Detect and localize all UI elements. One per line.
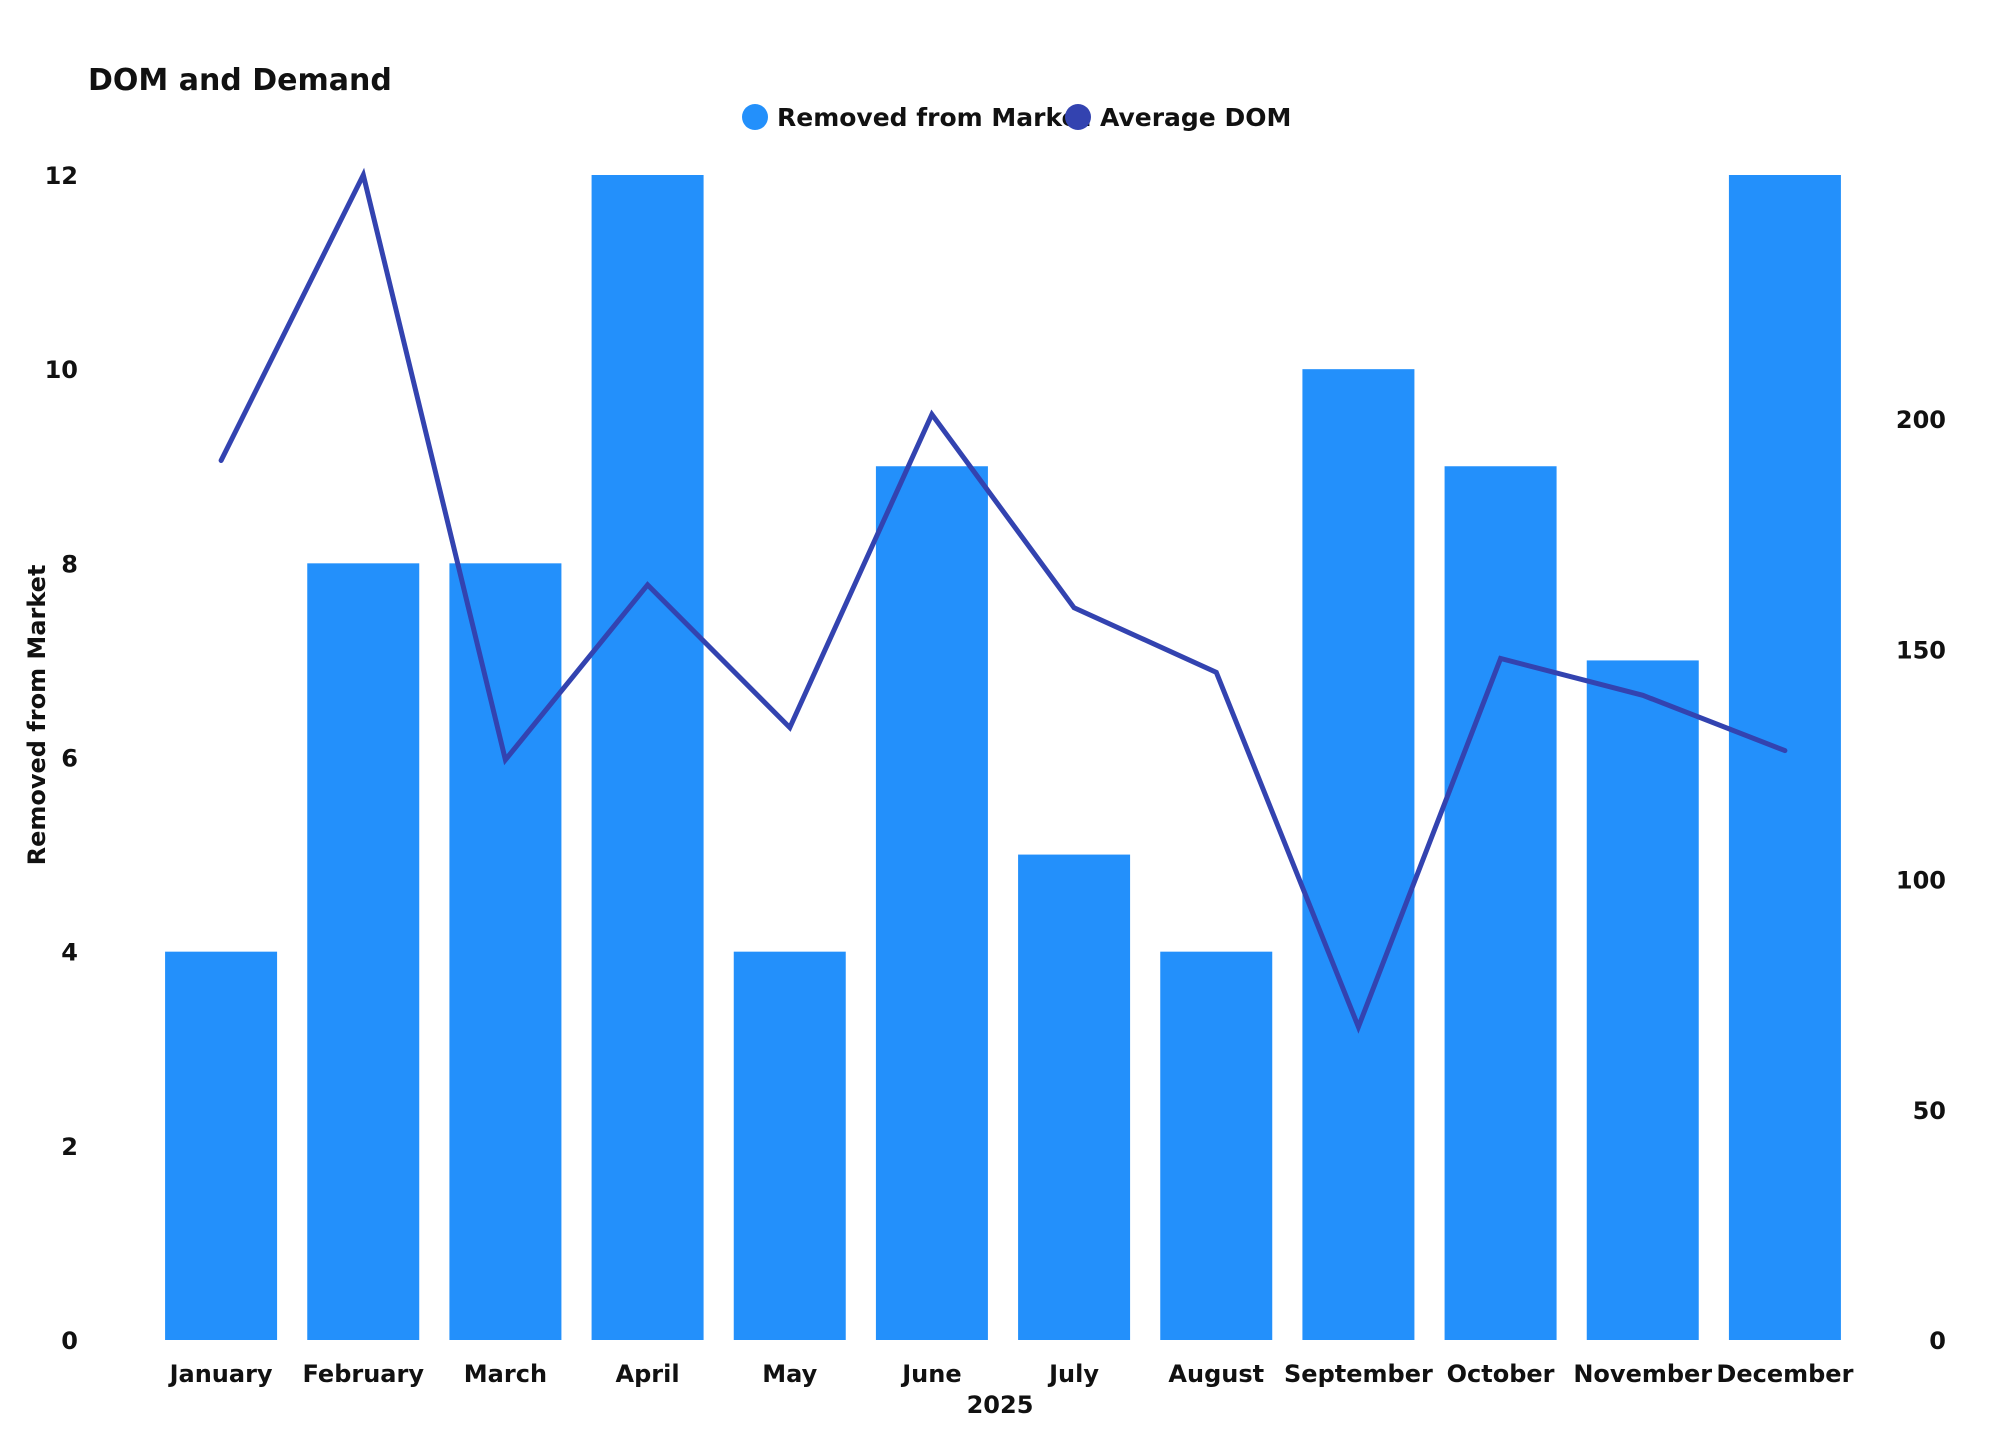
y2-tick-100: 100 — [1896, 867, 1946, 895]
y-axis-right: 0 50 100 150 200 — [1896, 406, 1946, 1355]
y2-tick-0: 0 — [1929, 1327, 1946, 1355]
bar-july — [1018, 854, 1131, 1340]
x-tick-october: October — [1447, 1360, 1555, 1388]
bar-october — [1444, 466, 1557, 1340]
y-tick-2: 2 — [61, 1133, 78, 1161]
bar-march — [449, 563, 562, 1340]
y-tick-8: 8 — [61, 550, 78, 578]
line-series — [218, 167, 1788, 1034]
x-tick-may: May — [762, 1360, 817, 1388]
y-axis-left: 0 2 4 6 8 10 12 — [45, 162, 78, 1355]
average-dom-line — [218, 167, 1788, 1034]
y-tick-0: 0 — [61, 1327, 78, 1355]
x-tick-june: June — [900, 1360, 961, 1388]
y-tick-4: 4 — [61, 939, 78, 967]
bar-august — [1160, 951, 1273, 1340]
y2-tick-150: 150 — [1896, 636, 1946, 664]
bar-january — [165, 951, 278, 1340]
x-axis: January February March April May June July Augu… — [168, 1360, 1854, 1388]
y-tick-6: 6 — [61, 745, 78, 773]
y-tick-12: 12 — [45, 162, 78, 190]
x-tick-december: December — [1716, 1360, 1853, 1388]
y2-tick-50: 50 — [1913, 1097, 1946, 1125]
bar-february — [307, 563, 420, 1340]
x-tick-july: July — [1047, 1360, 1099, 1388]
x-tick-april: April — [616, 1360, 680, 1388]
y-axis-title: Removed from Market — [23, 565, 51, 866]
y-tick-10: 10 — [45, 356, 78, 384]
legend-label-removed-from-market: Removed from Market — [777, 103, 1090, 132]
bar-september — [1302, 369, 1415, 1341]
y2-tick-200: 200 — [1896, 406, 1946, 434]
bar-december — [1728, 175, 1841, 1340]
x-axis-title: 2025 — [967, 1391, 1034, 1419]
legend-label-average-dom: Average DOM — [1100, 103, 1291, 132]
chart-title: DOM and Demand — [88, 63, 392, 98]
x-tick-november: November — [1573, 1360, 1712, 1388]
bar-may — [733, 951, 846, 1340]
x-tick-march: March — [464, 1360, 547, 1388]
bar-november — [1586, 660, 1699, 1340]
x-tick-september: September — [1284, 1360, 1433, 1388]
x-tick-january: January — [168, 1360, 273, 1388]
bar-april — [591, 175, 704, 1340]
legend-swatch-average-dom — [1065, 104, 1091, 130]
legend: Removed from Market Average DOM — [742, 103, 1291, 132]
bar-series — [165, 175, 1841, 1341]
x-tick-february: February — [303, 1360, 425, 1388]
x-tick-august: August — [1168, 1360, 1264, 1388]
legend-swatch-removed-from-market — [742, 104, 768, 130]
bar-june — [875, 466, 988, 1340]
